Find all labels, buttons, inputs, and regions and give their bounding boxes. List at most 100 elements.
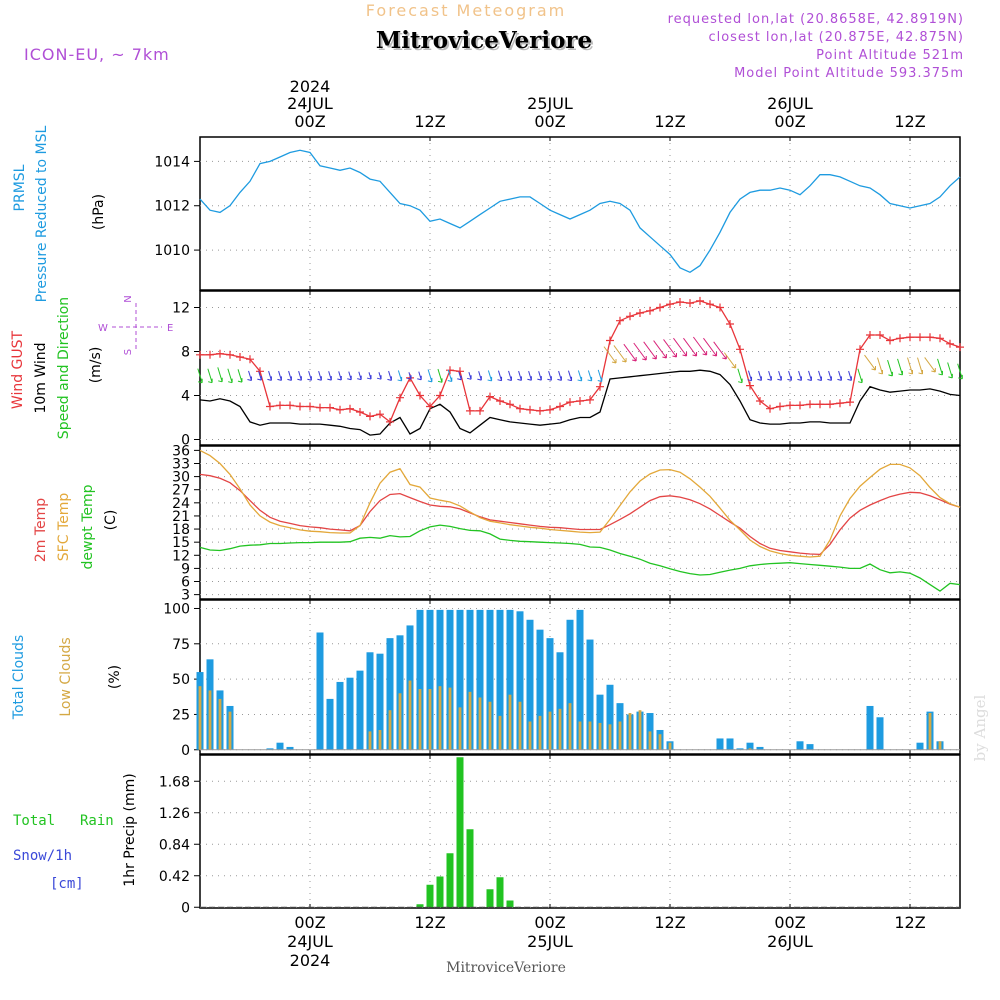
gust-marker xyxy=(496,397,504,405)
low-cloud-bar xyxy=(408,680,412,750)
footer-location: MitroviceVeriore xyxy=(446,960,566,976)
pressure-line xyxy=(199,149,961,274)
gust-marker xyxy=(926,333,934,342)
wind-arrow xyxy=(603,346,617,364)
wind-arrow xyxy=(887,359,893,377)
location-title-shadow: MitroviceVeriore xyxy=(378,29,594,56)
gust-marker xyxy=(366,412,374,421)
gust-marker xyxy=(676,298,684,306)
wind-arrow xyxy=(387,370,392,381)
top-time-label: 24JUL xyxy=(287,94,333,113)
gust-marker xyxy=(736,345,744,354)
gust-marker xyxy=(646,306,654,315)
low-cloud-bar xyxy=(478,697,482,750)
wind-arrow xyxy=(376,372,382,380)
panel-frame xyxy=(199,136,961,291)
model-label: ICON-EU, ~ 7km xyxy=(24,45,170,64)
wind-arrow xyxy=(277,370,282,381)
low-cloud-bar xyxy=(368,731,372,750)
gust-marker xyxy=(236,353,244,361)
y-tick-label: 6 xyxy=(181,575,190,591)
bottom-time-label: 12Z xyxy=(654,913,685,932)
precip-labels: Total Rain Snow/1h [cm] 1hr Precip (mm) xyxy=(13,773,138,892)
wind-compass: W E N S xyxy=(98,295,173,355)
wind-arrow xyxy=(427,369,433,383)
y-tick-label: 25 xyxy=(172,707,190,723)
gust-marker xyxy=(876,331,884,339)
total-cloud-bar xyxy=(726,738,734,750)
wind-arrow xyxy=(907,357,913,375)
gust-marker xyxy=(776,402,784,411)
gust-marker xyxy=(336,405,344,414)
bottom-time-label: 25JUL xyxy=(527,932,573,951)
total-cloud-bar xyxy=(276,742,284,750)
wind-arrow xyxy=(317,371,322,381)
gust-marker xyxy=(696,296,704,305)
total-cloud-bar xyxy=(346,677,354,750)
gust-marker xyxy=(656,303,664,312)
wind-arrow xyxy=(897,358,903,376)
total-cloud-bar xyxy=(416,609,424,750)
gust-marker xyxy=(356,408,364,416)
low-cloud-bar xyxy=(438,686,442,750)
total-cloud-bar xyxy=(286,746,294,750)
gust-marker xyxy=(626,312,634,321)
low-cloud-bar xyxy=(228,711,232,750)
temp-unit: (C) xyxy=(103,510,119,531)
wind-arrow xyxy=(787,370,792,381)
panel-clouds: 0 25 50 75 100 xyxy=(163,599,961,759)
gust-marker xyxy=(396,393,404,402)
cloud-labels: Total Clouds Low Clouds (%) xyxy=(11,635,123,720)
gust-marker xyxy=(836,399,844,408)
wind-arrow xyxy=(497,370,503,382)
gust-marker xyxy=(516,404,524,413)
wind-arrow xyxy=(247,370,252,381)
wind-arrow xyxy=(417,371,422,381)
total-cloud-bar xyxy=(876,717,884,750)
y-tick-label: 1.68 xyxy=(159,774,190,790)
top-time-label: 00Z xyxy=(534,112,565,131)
gust-marker xyxy=(586,395,594,404)
t2m-line xyxy=(199,473,961,556)
wind-arrow xyxy=(877,357,883,375)
total-cloud-bar xyxy=(456,609,464,750)
total-cloud-bar xyxy=(446,609,454,750)
wind-arrow xyxy=(683,337,698,357)
wind-arrow xyxy=(613,345,627,363)
wind-arrow xyxy=(447,369,453,382)
wind-arrow xyxy=(653,340,667,359)
wind-arrow xyxy=(663,339,677,358)
gust-marker xyxy=(886,336,894,345)
total-cloud-bar xyxy=(556,652,564,750)
gust-marker xyxy=(206,350,214,359)
wind-arrow xyxy=(917,357,923,375)
y-tick-label: 1010 xyxy=(154,243,190,259)
total-cloud-bar xyxy=(386,638,394,750)
gust-marker xyxy=(446,366,454,375)
wind-arrow xyxy=(713,341,727,360)
wind-arrow xyxy=(947,362,953,379)
compass-e: E xyxy=(167,323,173,334)
total-cloud-bar xyxy=(486,609,494,750)
low-cloud-bar xyxy=(518,701,522,750)
gust-marker xyxy=(706,300,714,309)
gust-marker xyxy=(416,391,424,400)
gust-marker xyxy=(746,381,754,390)
gust-marker xyxy=(766,404,774,413)
wind-arrow xyxy=(567,370,573,382)
wind-arrow xyxy=(703,337,718,357)
y-tick-label: 100 xyxy=(163,601,190,617)
gust-marker xyxy=(456,367,464,376)
gust-marker xyxy=(826,400,834,409)
wind-arrow xyxy=(864,354,876,371)
y-tick-label: 50 xyxy=(172,672,190,688)
wind-arrow xyxy=(957,363,963,380)
gust-marker xyxy=(896,334,904,343)
gust-marker xyxy=(566,398,574,407)
low-cloud-bar xyxy=(418,689,422,750)
rain-bar xyxy=(446,853,454,908)
temp-labels: 2m Temp SFC Temp dewpt Temp (C) xyxy=(33,484,119,569)
wind-arrow xyxy=(537,371,542,381)
wind-arrow xyxy=(777,371,782,381)
rain-bar xyxy=(456,757,464,908)
